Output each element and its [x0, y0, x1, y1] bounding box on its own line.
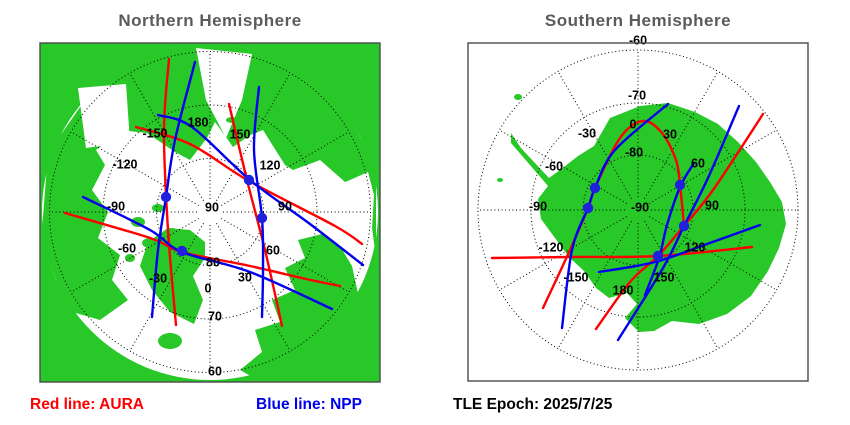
- satellite-marker: [243, 174, 255, 186]
- grid-label: 30: [238, 271, 252, 285]
- satellite-marker: [256, 212, 268, 224]
- south-landmass: [497, 94, 786, 332]
- grid-label: 150: [654, 271, 675, 285]
- grid-label: 60: [691, 157, 705, 171]
- satellite-marker: [582, 202, 594, 214]
- south-tracks: [490, 102, 765, 342]
- satellite-marker: [674, 179, 686, 191]
- grid-label: -90: [631, 201, 649, 215]
- grid-label: -60: [545, 160, 563, 174]
- aura-track: [490, 245, 754, 260]
- north-map: [40, 43, 380, 382]
- grid-label: 60: [208, 365, 222, 379]
- north-grid-labels: 180 -150 150 -120 120 -90 90 -60 60 -30 30 0 90 80 70 6…: [107, 116, 292, 379]
- grid-label: 150: [230, 128, 251, 142]
- grid-label: -70: [628, 89, 646, 103]
- grid-label: 90: [278, 200, 292, 214]
- aura-track: [63, 211, 342, 288]
- npp-track: [597, 223, 762, 274]
- grid-label: -30: [149, 272, 167, 286]
- grid-label: -90: [529, 200, 547, 214]
- grid-label: -30: [578, 127, 596, 141]
- grid-label: -80: [625, 146, 643, 160]
- north-landmass: [41, 43, 376, 378]
- grid-label: 90: [705, 199, 719, 213]
- grid-label: -120: [538, 241, 563, 255]
- satellite-marker: [176, 245, 188, 257]
- grid-label: 80: [206, 256, 220, 270]
- grid-label: 0: [630, 118, 637, 132]
- grid-label: 90: [205, 201, 219, 215]
- grid-label: -150: [142, 127, 167, 141]
- grid-label: 0: [205, 282, 212, 296]
- grid-label: -150: [563, 271, 588, 285]
- npp-track: [643, 161, 696, 297]
- aura-track: [594, 112, 765, 331]
- north-map-frame: [39, 42, 381, 383]
- satellite-marker: [678, 220, 690, 232]
- satellite-marker: [160, 191, 172, 203]
- south-grid-labels: -60 -70 -80 -90 0 -30 30 -60 60 -90 90 -120 120 -150 1…: [529, 34, 719, 298]
- satellite-marker: [652, 250, 664, 262]
- grid-label: -120: [112, 158, 137, 172]
- north-graticule: [49, 51, 371, 373]
- grid-label: -60: [118, 242, 136, 256]
- north-map-title: Northern Hemisphere: [118, 11, 302, 30]
- grid-label: 70: [208, 310, 222, 324]
- legend-npp-label: Blue line: NPP: [256, 396, 362, 413]
- satellite-marker: [589, 182, 601, 194]
- grid-label: 120: [685, 241, 706, 255]
- aura-track: [162, 57, 178, 327]
- grid-label: 30: [663, 128, 677, 142]
- grid-label: 180: [613, 284, 634, 298]
- south-map-frame: [467, 42, 809, 382]
- grid-label: 180: [188, 116, 209, 130]
- aura-track: [227, 102, 284, 328]
- south-map: [468, 43, 808, 381]
- grid-label: 120: [260, 159, 281, 173]
- npp-track: [560, 102, 670, 330]
- grid-label: 60: [266, 244, 280, 258]
- legend-aura-label: Red line: AURA: [30, 396, 144, 413]
- grid-label: -90: [107, 200, 125, 214]
- tle-epoch-label: TLE Epoch: 2025/7/25: [453, 396, 613, 413]
- south-map-title: Southern Hemisphere: [544, 11, 732, 30]
- grid-label: -60: [629, 34, 647, 48]
